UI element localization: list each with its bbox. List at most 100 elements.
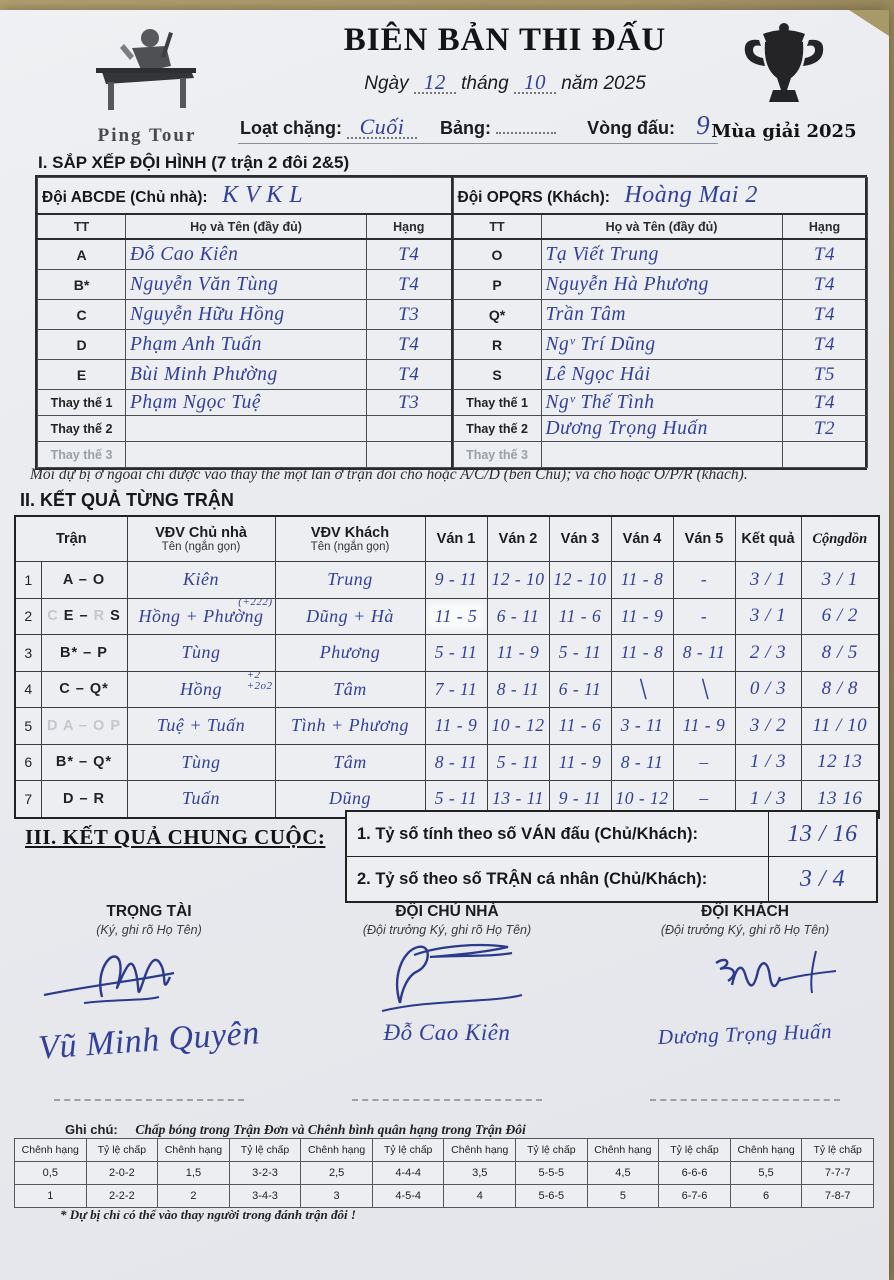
player-rank: T4 <box>781 299 868 330</box>
pairing-segment: B* – P <box>60 644 108 661</box>
final-score-row-games: 1. Tỷ số tính theo số VÁN đấu (Chủ/Khách… <box>345 810 878 857</box>
cumulative-score: 11 / 10 <box>800 707 880 745</box>
handicap-cell: 2-0-2 <box>85 1161 159 1185</box>
away-captain-name: Dương Trọng Huấn <box>657 1018 833 1050</box>
away-team-label: Đội OPQRS (Khách): <box>457 189 610 206</box>
handicap-note-text: Chấp bóng trong Trận Đơn và Chênh bình q… <box>135 1122 526 1137</box>
header-away: VĐV Khách Tên (ngắn gọn) <box>274 515 426 562</box>
cumulative-score: 8 / 8 <box>800 670 880 708</box>
away-player: Tình + Phương <box>274 707 426 745</box>
player-rank: T4 <box>366 329 452 360</box>
final-score-table: 1. Tỷ số tính theo số VÁN đấu (Chủ/Khách… <box>345 810 878 903</box>
handicap-cell: 5,5 <box>729 1161 803 1185</box>
pairing-segment: – <box>79 608 89 625</box>
away-lineup-row: Thay thế 1 Ngᵛ Thế Tình T4 <box>452 389 868 416</box>
round-value: 9 <box>696 110 711 140</box>
handicap-col-rankdiff: Chênh hạng <box>157 1138 230 1162</box>
player-name: Dương Trọng Huấn <box>540 415 783 442</box>
game-score: 11 - 6 <box>548 707 612 745</box>
signature-line <box>53 1099 245 1101</box>
player-name: Phạm Anh Tuấn <box>125 329 367 360</box>
player-rank <box>366 415 452 442</box>
handicap-cell: 3,5 <box>443 1161 517 1185</box>
home-captain-signature-block: ĐỘI CHỦ NHÀ (Đội trưởng Ký, ghi rõ Họ Tê… <box>298 903 596 1113</box>
home-lineup-row: A Đỗ Cao Kiên T4 <box>37 238 452 270</box>
final-matches-value: 3 / 4 <box>768 856 878 903</box>
table-tennis-player-icon <box>96 29 196 110</box>
date-month-label: tháng <box>461 73 509 94</box>
col-fullname: Họ và Tên (đầy đủ) <box>540 213 783 240</box>
player-name: Trần Tâm <box>540 299 783 330</box>
away-team-header: Đội OPQRS (Khách): Hoàng Mai 2 <box>452 177 868 215</box>
handicap-col-rankdiff: Chênh hạng <box>729 1138 803 1162</box>
stage-label: Loạt chặng: <box>240 118 342 138</box>
player-rank: T4 <box>366 238 452 270</box>
col-rank: Hạng <box>781 213 868 240</box>
pairing-segment: C <box>47 608 59 625</box>
away-lineup-row: Q* Trần Tâm T4 <box>452 299 868 330</box>
referee-signature-block: TRỌNG TÀI (Ký, ghi rõ Họ Tên) Vũ Minh Qu… <box>0 903 298 1113</box>
handicap-cell: 1,5 <box>157 1161 230 1185</box>
home-lineup-table: Đội ABCDE (Chủ nhà): K V K L TT Họ và Tê… <box>37 177 453 468</box>
match-pairing: D A – O P <box>40 707 128 745</box>
match-number: 3 <box>14 634 42 672</box>
home-player: Tuệ + Tuấn <box>126 707 276 745</box>
handicap-row: 0,5 2-0-2 1,5 3-2-3 2,5 4-4-4 3,5 5-5-5 4,5 6-6-6… <box>14 1161 874 1185</box>
handicap-cell: 7-8-7 <box>801 1184 874 1208</box>
game-score: 5 - 11 <box>486 743 550 781</box>
home-player: Hồng +2 +2o2 <box>126 670 276 708</box>
player-name: Nguyễn Hà Phương <box>540 269 783 300</box>
season-text: Mùa giải 2025 <box>711 121 857 142</box>
game-score: 11 - 9 <box>610 597 674 635</box>
match-result: 2 / 3 <box>734 634 802 672</box>
col-rank: Hạng <box>366 213 452 240</box>
handicap-header-row: Chênh hạng Tỷ lệ chấp Chênh hạng Tỷ lệ chấp… <box>14 1138 874 1162</box>
date-year-label: năm 2025 <box>561 73 646 94</box>
home-lineup-row: D Phạm Anh Tuấn T4 <box>37 329 452 360</box>
away-player: Trung <box>274 561 426 599</box>
home-team-header: Đội ABCDE (Chủ nhà): K V K L <box>37 177 452 215</box>
page-title: BIÊN BẢN THI ĐẤU <box>343 22 667 58</box>
player-name: Ngᵛ Thế Tình <box>540 389 783 416</box>
match-number: 4 <box>14 670 42 708</box>
home-player: Tuấn <box>126 780 276 818</box>
home-player: Tùng <box>126 634 276 672</box>
player-rank: T4 <box>781 238 868 270</box>
match-result: 1 / 3 <box>734 743 802 781</box>
pairing-segment: R <box>93 608 106 625</box>
header: Ping Tour BIÊN BẢN THI ĐẤU Ngày 12 tháng… <box>0 10 889 150</box>
handicap-note: +2 +2o2 <box>246 671 273 692</box>
handicap-col-ratio: Tỷ lệ chấp <box>371 1138 445 1162</box>
player-name: Phạm Ngọc Tuệ <box>125 389 367 416</box>
game-score: ╲ <box>610 670 674 708</box>
match-pairing: A – O <box>40 561 128 599</box>
handicap-cell: 5-6-5 <box>515 1184 588 1208</box>
game-score: 5 - 11 <box>424 634 488 672</box>
header-tran: Trận <box>14 515 128 562</box>
paper-sheet: Ping Tour BIÊN BẢN THI ĐẤU Ngày 12 tháng… <box>0 10 889 1280</box>
game-score: - <box>672 561 736 599</box>
handicap-cell: 7-7-7 <box>801 1161 874 1185</box>
player-code: D <box>37 329 126 360</box>
cumulative-score: 6 / 2 <box>800 597 880 635</box>
handicap-cell: 1 <box>14 1184 87 1208</box>
match-pairing: B* – Q* <box>40 743 128 781</box>
away-lineup-table: Đội OPQRS (Khách): Hoàng Mai 2 TT Họ và … <box>452 177 868 468</box>
handicap-cell: 5 <box>586 1184 660 1208</box>
handicap-note-label: Ghi chú: <box>65 1122 118 1137</box>
player-name: Nguyễn Văn Tùng <box>125 269 367 300</box>
player-code: A <box>37 238 126 270</box>
handicap-col-ratio: Tỷ lệ chấp <box>85 1138 159 1162</box>
home-player: Kiên <box>126 561 276 599</box>
home-lineup-row: Thay thế 3 <box>37 441 452 468</box>
cumulative-score: 3 / 1 <box>800 561 880 599</box>
final-matches-label: 2. Tỷ số theo số TRẬN cá nhân (Chủ/Khách… <box>345 856 769 903</box>
pairing-segment: C – Q* <box>59 681 109 698</box>
away-lineup-row: Thay thế 2 Dương Trọng Huấn T2 <box>452 415 868 442</box>
header-away-main: VĐV Khách <box>310 525 390 541</box>
pairing-segment: A – O <box>62 571 106 588</box>
player-code: Thay thế 3 <box>452 441 542 468</box>
header-away-sub: Tên (ngắn gọn) <box>310 541 390 553</box>
away-captain-signature-block: ĐỘI KHÁCH (Đội trưởng Ký, ghi rõ Họ Tên)… <box>596 903 894 1113</box>
